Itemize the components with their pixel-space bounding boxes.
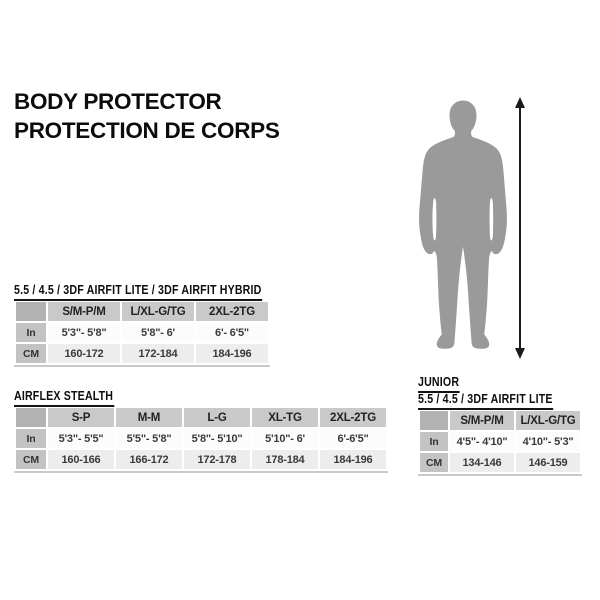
size-value: 5'8"- 6' [122, 323, 194, 342]
size-value: 184-196 [320, 450, 386, 469]
size-table-airfit: S/M-P/M L/XL-G/TG 2XL-2TG In 5'3"- 5'8" … [14, 300, 270, 367]
size-value: 184-196 [196, 344, 268, 363]
size-value: 172-184 [122, 344, 194, 363]
corner-cell [16, 302, 46, 321]
unit-label-in: In [16, 429, 46, 448]
table-row: CM 134-146 146-159 [420, 453, 580, 472]
size-table-junior: S/M-P/M L/XL-G/TG In 4'5"- 4'10" 4'10"- … [418, 409, 582, 476]
size-column-header: S/M-P/M [48, 302, 120, 321]
unit-label-cm: CM [16, 344, 46, 363]
table-title-airflex: AIRFLEX STEALTH [14, 389, 115, 407]
corner-cell [420, 411, 448, 430]
header-row: S/M-P/M L/XL-G/TG [420, 411, 580, 430]
size-value: 6'- 6'5" [196, 323, 268, 342]
size-value: 5'3"- 5'8" [48, 323, 120, 342]
size-value: 160-172 [48, 344, 120, 363]
size-column-header: L/XL-G/TG [516, 411, 580, 430]
page-title: BODY PROTECTOR PROTECTION DE CORPS [14, 87, 280, 145]
table-title-junior: 5.5 / 4.5 / 3DF AIRFIT LITE [418, 392, 554, 410]
page-title-fr: PROTECTION DE CORPS [14, 118, 280, 143]
size-value: 146-159 [516, 453, 580, 472]
size-value: 4'5"- 4'10" [450, 432, 514, 451]
size-column-header: L/XL-G/TG [122, 302, 194, 321]
size-column-header: 2XL-2TG [196, 302, 268, 321]
size-table-group-airflex: AIRFLEX STEALTH S-P M-M L-G XL-TG 2XL-2T… [14, 387, 388, 473]
size-table-group-airfit: 5.5 / 4.5 / 3DF AIRFIT LITE / 3DF AIRFIT… [14, 281, 306, 367]
table-row: In 5'3"- 5'8" 5'8"- 6' 6'- 6'5" [16, 323, 268, 342]
unit-label-in: In [420, 432, 448, 451]
unit-label-cm: CM [420, 453, 448, 472]
table-row: CM 160-166 166-172 172-178 178-184 184-1… [16, 450, 386, 469]
table-pretitle-junior: JUNIOR [418, 375, 461, 393]
size-value: 6'-6'5" [320, 429, 386, 448]
size-column-header: L-G [184, 408, 250, 427]
size-column-header: M-M [116, 408, 182, 427]
man-silhouette-icon [412, 96, 514, 358]
size-column-header: S/M-P/M [450, 411, 514, 430]
size-value: 172-178 [184, 450, 250, 469]
table-title-airfit: 5.5 / 4.5 / 3DF AIRFIT LITE / 3DF AIRFIT… [14, 283, 263, 301]
page-title-en: BODY PROTECTOR [14, 89, 222, 114]
size-value: 160-166 [48, 450, 114, 469]
table-row: CM 160-172 172-184 184-196 [16, 344, 268, 363]
size-value: 178-184 [252, 450, 318, 469]
header-row: S/M-P/M L/XL-G/TG 2XL-2TG [16, 302, 268, 321]
size-column-header: S-P [48, 408, 114, 427]
size-value: 134-146 [450, 453, 514, 472]
size-value: 5'10"- 6' [252, 429, 318, 448]
size-column-header: XL-TG [252, 408, 318, 427]
size-table-group-junior: JUNIOR 5.5 / 4.5 / 3DF AIRFIT LITE S/M-P… [418, 373, 582, 476]
table-row: In 4'5"- 4'10" 4'10"- 5'3" [420, 432, 580, 451]
table-row: In 5'3"- 5'5" 5'5"- 5'8" 5'8"- 5'10" 5'1… [16, 429, 386, 448]
size-value: 4'10"- 5'3" [516, 432, 580, 451]
header-row: S-P M-M L-G XL-TG 2XL-2TG [16, 408, 386, 427]
corner-cell [16, 408, 46, 427]
height-arrow-icon [509, 97, 531, 359]
size-value: 166-172 [116, 450, 182, 469]
unit-label-cm: CM [16, 450, 46, 469]
size-table-airflex: S-P M-M L-G XL-TG 2XL-2TG In 5'3"- 5'5" … [14, 406, 388, 473]
size-value: 5'5"- 5'8" [116, 429, 182, 448]
size-column-header: 2XL-2TG [320, 408, 386, 427]
size-value: 5'3"- 5'5" [48, 429, 114, 448]
unit-label-in: In [16, 323, 46, 342]
size-value: 5'8"- 5'10" [184, 429, 250, 448]
